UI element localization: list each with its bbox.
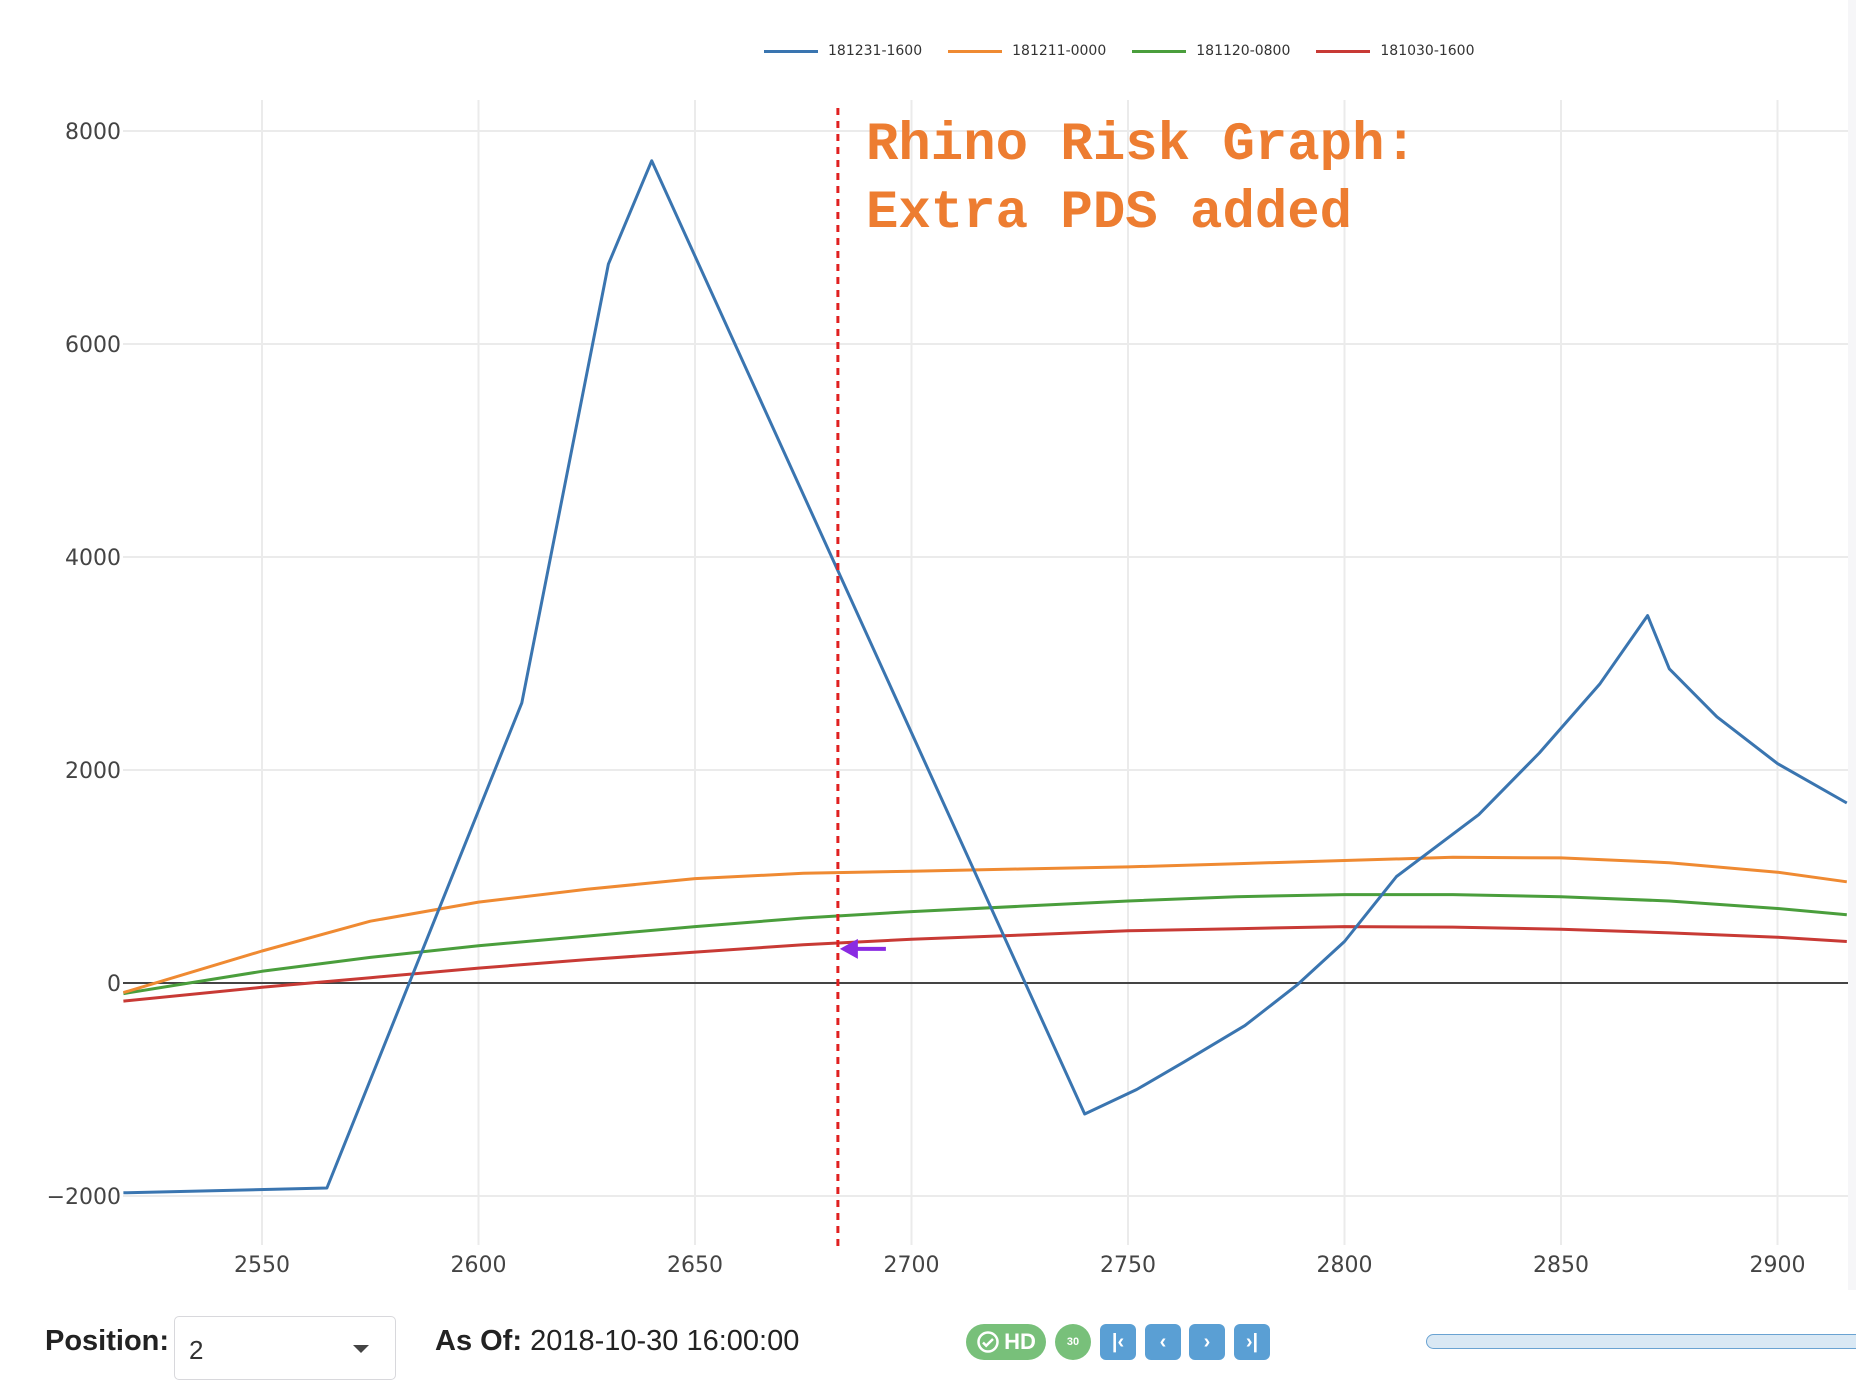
legend-swatch-icon — [1132, 49, 1187, 53]
legend-label: 181030-1600 — [1380, 43, 1475, 59]
time-slider[interactable] — [1426, 1334, 1856, 1349]
legend-item-181030-1600[interactable]: 181030-1600 — [1316, 43, 1475, 59]
series-line-181211-0000 — [122, 855, 1848, 995]
x-tick-label: 2850 — [1533, 1253, 1589, 1278]
grid-lines — [123, 100, 1848, 1245]
position-label: Position: — [45, 1325, 170, 1357]
purple-arrow-icon — [839, 938, 886, 959]
caret-down-icon — [353, 1345, 369, 1353]
skip-last-icon: ›| — [1245, 1330, 1259, 1353]
as-of-text: As Of: 2018-10-30 16:00:00 — [435, 1325, 799, 1358]
as-of-value: 2018-10-30 16:00:00 — [530, 1325, 800, 1357]
y-tick-label: 8000 — [65, 120, 121, 145]
x-tick-label: 2800 — [1317, 1253, 1373, 1278]
y-axis-labels: −2000 0 2000 4000 6000 8000 — [47, 120, 121, 1210]
x-tick-label: 2650 — [667, 1253, 723, 1278]
refresh-30-icon: 30 — [1066, 1336, 1080, 1348]
x-tick-label: 2900 — [1750, 1253, 1806, 1278]
refresh-30-button[interactable]: 30 — [1055, 1324, 1091, 1360]
first-button[interactable]: |‹ — [1100, 1324, 1136, 1360]
chart-annotation: Rhino Risk Graph: Extra PDS added — [866, 115, 1417, 244]
y-tick-label: 2000 — [65, 759, 121, 784]
series-line-181030-1600 — [123, 925, 1847, 1003]
series-line-181120-0800 — [123, 893, 1847, 996]
position-value: 2 — [189, 1335, 204, 1365]
legend-item-181120-0800[interactable]: 181120-0800 — [1132, 43, 1290, 59]
position-select[interactable]: 2 — [174, 1316, 396, 1380]
x-tick-label: 2750 — [1100, 1253, 1156, 1278]
next-button[interactable]: › — [1189, 1324, 1225, 1360]
y-tick-label: 4000 — [65, 546, 121, 571]
hd-label: HD — [1004, 1329, 1036, 1354]
legend-swatch-icon — [1316, 49, 1371, 53]
hd-toggle-button[interactable]: HD — [966, 1324, 1046, 1360]
chevron-right-icon: › — [1203, 1330, 1211, 1353]
skip-first-icon: |‹ — [1111, 1330, 1125, 1353]
check-circle-icon — [977, 1331, 999, 1353]
bottom-controls: Position: 2 As Of: 2018-10-30 16:00:00 H… — [0, 1300, 1856, 1388]
x-tick-label: 2550 — [234, 1253, 290, 1278]
series-lines — [122, 159, 1848, 1195]
y-tick-label: −2000 — [47, 1185, 121, 1210]
legend-item-181211-0000[interactable]: 181211-0000 — [948, 43, 1106, 59]
chevron-left-icon: ‹ — [1159, 1330, 1167, 1353]
previous-button[interactable]: ‹ — [1145, 1324, 1181, 1360]
y-tick-label: 6000 — [65, 333, 121, 358]
side-panel-edge[interactable] — [1848, 0, 1856, 1290]
chart-legend: 181231-1600 181211-0000 181120-0800 181030-… — [764, 43, 1475, 59]
legend-label: 181120-0800 — [1196, 43, 1291, 59]
as-of-label: As Of: — [435, 1325, 522, 1357]
series-line-181231-1600 — [123, 159, 1848, 1195]
x-axis-labels: 2550 2600 2650 2700 2750 2800 2850 2900 — [234, 1253, 1806, 1278]
y-tick-label: 0 — [107, 972, 121, 997]
last-button[interactable]: ›| — [1234, 1324, 1270, 1360]
legend-item-181231-1600[interactable]: 181231-1600 — [764, 43, 922, 59]
x-tick-label: 2600 — [451, 1253, 507, 1278]
legend-label: 181231-1600 — [828, 43, 923, 59]
legend-swatch-icon — [948, 49, 1003, 53]
legend-label: 181211-0000 — [1012, 43, 1107, 59]
x-tick-label: 2700 — [884, 1253, 940, 1278]
legend-swatch-icon — [764, 49, 818, 53]
